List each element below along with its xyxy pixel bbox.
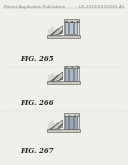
Text: FIG. 267: FIG. 267 [20,147,54,155]
Ellipse shape [74,115,77,116]
Text: FIG. 266: FIG. 266 [20,99,54,107]
Polygon shape [65,116,68,129]
Polygon shape [46,81,80,84]
Ellipse shape [74,67,77,68]
Polygon shape [74,22,77,34]
Polygon shape [47,26,63,37]
Polygon shape [64,68,79,81]
Ellipse shape [65,21,68,22]
Polygon shape [64,19,79,21]
Polygon shape [74,116,77,129]
Polygon shape [47,120,63,131]
Polygon shape [46,129,80,132]
Polygon shape [47,72,63,83]
Polygon shape [69,68,73,81]
Ellipse shape [74,21,77,22]
Polygon shape [64,66,79,68]
Ellipse shape [65,115,68,116]
Polygon shape [69,116,73,129]
Ellipse shape [69,115,73,116]
Polygon shape [69,22,73,34]
Polygon shape [64,113,79,116]
Ellipse shape [69,21,73,22]
Text: FIG. 265: FIG. 265 [20,55,54,63]
Ellipse shape [69,67,73,68]
Polygon shape [65,22,68,34]
Polygon shape [64,116,79,129]
Polygon shape [46,35,80,38]
Polygon shape [65,68,68,81]
Text: US 2013/XXXXXXX A1: US 2013/XXXXXXX A1 [79,5,124,9]
Polygon shape [74,68,77,81]
Text: Patent Application Publication: Patent Application Publication [4,5,65,9]
Ellipse shape [65,67,68,68]
Polygon shape [64,21,79,35]
